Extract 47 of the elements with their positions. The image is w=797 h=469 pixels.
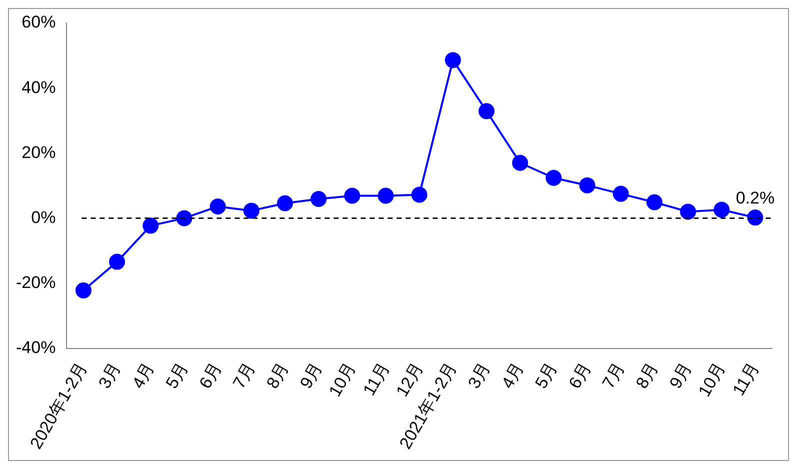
point (612, 186, 629, 202)
point (243, 202, 260, 219)
x-tick-label: 11月 (728, 359, 763, 399)
point (411, 186, 428, 203)
x-tick-label: 8月 (262, 359, 293, 392)
x-tick-label: 7月 (229, 359, 259, 392)
x-tick-label: 7月 (598, 359, 628, 392)
point (176, 210, 192, 226)
point (680, 204, 696, 220)
data-label: 0.2% (736, 188, 775, 208)
point (646, 194, 662, 210)
x-tick-label: 5月 (162, 359, 192, 392)
x-tick-label: 6月 (565, 359, 595, 392)
y-tick-label: 40% (22, 78, 56, 97)
point (444, 52, 461, 68)
point (210, 198, 226, 214)
x-tick-label: 3月 (94, 359, 125, 392)
point (310, 191, 327, 207)
x-tick-label: 10月 (325, 359, 360, 400)
x-tick-label: 11月 (360, 359, 394, 399)
x-tick-label: 6月 (196, 359, 226, 392)
point (546, 170, 562, 186)
point (378, 188, 394, 204)
x-tick-label: 9月 (666, 359, 696, 392)
x-tick-label: 4月 (128, 359, 158, 392)
y-tick-label: -40% (16, 338, 56, 358)
x-tick-label: 12月 (392, 359, 427, 400)
x-tick-label: 8月 (632, 359, 662, 392)
point (344, 188, 360, 204)
x-tick-label: 5月 (532, 359, 562, 392)
point (579, 177, 596, 194)
y-tick-label: 60% (22, 12, 56, 32)
point (478, 103, 495, 120)
x-tick-label: 9月 (296, 359, 326, 392)
point (75, 282, 92, 298)
point (109, 254, 126, 270)
x-tick-label: 10月 (694, 359, 730, 400)
point (277, 195, 293, 212)
point (142, 218, 159, 234)
point (714, 202, 730, 218)
y-tick-label: 20% (22, 142, 56, 162)
y-tick-label: -20% (16, 272, 56, 292)
point (512, 154, 528, 171)
x-tick-label: 3月 (464, 359, 494, 392)
y-tick-label: 0% (31, 208, 56, 227)
point (747, 210, 764, 226)
x-tick-label: 4月 (498, 359, 528, 392)
